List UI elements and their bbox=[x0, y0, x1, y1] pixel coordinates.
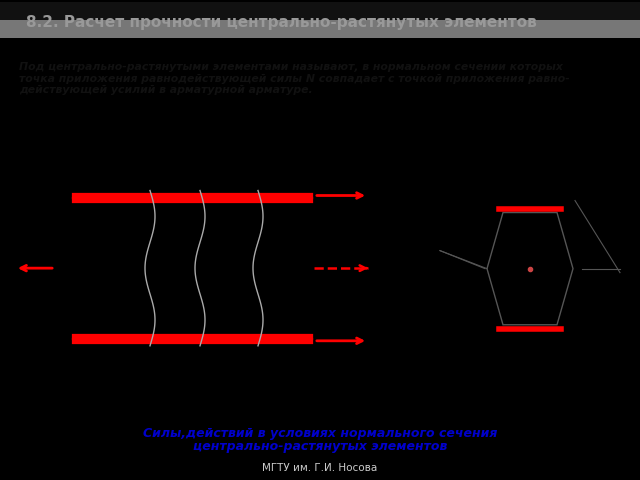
Text: $a_{arc}$: $a_{arc}$ bbox=[86, 348, 104, 358]
Text: Под центрально-растянутыми элементами называют, в нормальном сечении которых
точ: Под центрально-растянутыми элементами на… bbox=[19, 62, 570, 96]
Text: $A_{sp}$: $A_{sp}$ bbox=[419, 230, 438, 247]
Text: центрально-растянутых элементов: центрально-растянутых элементов bbox=[193, 440, 447, 454]
Text: $R_s A_s + R_s\ A_{sp}$: $R_s A_s + R_s\ A_{sp}$ bbox=[372, 250, 435, 264]
Text: МГТУ им. Г.И. Носова: МГТУ им. Г.И. Носова bbox=[262, 464, 378, 473]
Text: $R_s\ A_{s1}$: $R_s\ A_{s1}$ bbox=[372, 353, 402, 367]
Text: $R_s\ A_{sp1}$: $R_s\ A_{sp1}$ bbox=[372, 314, 406, 329]
Text: $R_s\ A_{sp2}$: $R_s\ A_{sp2}$ bbox=[372, 210, 406, 224]
Bar bbox=[0, 2, 640, 20]
Bar bbox=[0, 20, 640, 37]
Bar bbox=[478, 193, 582, 344]
Text: $l_{crc}$: $l_{crc}$ bbox=[119, 360, 133, 372]
Text: $A_s$: $A_s$ bbox=[622, 262, 636, 276]
Text: Силы,действий в условиях нормального сечения: Силы,действий в условиях нормального сеч… bbox=[143, 427, 497, 440]
Text: $R_s\ A_{s2}$: $R_s\ A_{s2}$ bbox=[372, 178, 401, 192]
Bar bbox=[485, 201, 575, 337]
Text: N: N bbox=[23, 249, 37, 267]
Text: 8.2. Расчет прочности центрально-растянутых элементов: 8.2. Расчет прочности центрально-растяну… bbox=[26, 15, 536, 30]
